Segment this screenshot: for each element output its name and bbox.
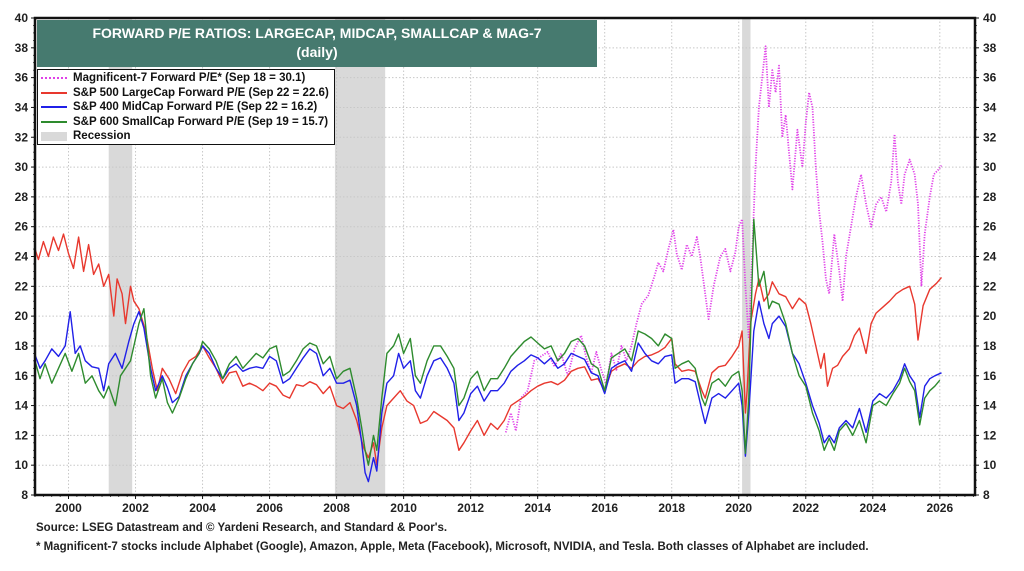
legend-item-recession: Recession: [41, 129, 334, 144]
recession-band: [334, 18, 386, 495]
y-tick-label-right: 20: [983, 309, 997, 323]
x-tick-label: 2008: [323, 501, 350, 515]
y-tick-label-right: 34: [983, 100, 997, 114]
series-line-sp600: [34, 218, 941, 466]
x-tick-label: 2026: [926, 501, 953, 515]
series-line-sp400: [34, 300, 942, 483]
y-tick-label-right: 18: [983, 339, 997, 353]
y-tick-label-right: 36: [983, 71, 997, 85]
y-tick-label-left: 18: [15, 339, 29, 353]
source-note: Source: LSEG Datastream and © Yardeni Re…: [36, 522, 448, 534]
y-tick-label-right: 16: [983, 369, 997, 383]
y-tick-label-left: 22: [15, 279, 29, 293]
y-tick-label-left: 24: [15, 250, 29, 264]
x-tick-label: 2024: [859, 501, 886, 515]
y-tick-label-right: 8: [983, 488, 990, 502]
legend-item-sp400: S&P 400 MidCap Forward P/E (Sep 22 = 16.…: [41, 100, 334, 115]
legend-label-sp400: S&P 400 MidCap Forward P/E (Sep 22 = 16.…: [73, 101, 318, 114]
y-tick-label-left: 20: [15, 309, 29, 323]
y-tick-label-right: 24: [983, 250, 997, 264]
x-tick-label: 2016: [591, 501, 618, 515]
x-tick-label: 2014: [524, 501, 551, 515]
legend-swatch-sp500: [41, 91, 67, 94]
legend-swatch-mag7: [41, 77, 67, 80]
legend-item-sp600: S&P 600 SmallCap Forward P/E (Sep 19 = 1…: [41, 115, 334, 130]
y-tick-label-left: 14: [15, 399, 29, 413]
x-tick-label: 2018: [658, 501, 685, 515]
y-tick-label-right: 10: [983, 458, 997, 472]
y-tick-label-right: 26: [983, 220, 997, 234]
x-tick-label: 2000: [55, 501, 82, 515]
legend-swatch-sp600: [41, 120, 67, 123]
y-tick-label-left: 32: [15, 130, 29, 144]
legend-label-sp500: S&P 500 LargeCap Forward P/E (Sep 22 = 2…: [73, 86, 329, 99]
y-tick-label-right: 12: [983, 428, 997, 442]
y-tick-label-left: 8: [21, 488, 28, 502]
legend-item-sp500: S&P 500 LargeCap Forward P/E (Sep 22 = 2…: [41, 86, 334, 101]
y-tick-label-left: 36: [15, 71, 29, 85]
y-tick-label-left: 34: [15, 100, 29, 114]
y-tick-label-right: 14: [983, 399, 997, 413]
x-tick-label: 2006: [256, 501, 283, 515]
legend-label-mag7: Magnificent-7 Forward P/E* (Sep 18 = 30.…: [73, 72, 306, 85]
x-tick-label: 2002: [122, 501, 149, 515]
chart-subtitle: (daily): [296, 44, 338, 60]
y-tick-label-left: 40: [15, 11, 29, 25]
series-line-sp500: [34, 233, 943, 466]
x-tick-label: 2010: [390, 501, 417, 515]
y-tick-label-right: 40: [983, 11, 997, 25]
mag7-footnote: * Magnificent-7 stocks include Alphabet …: [36, 541, 869, 553]
chart-title-box: FORWARD P/E RATIOS: LARGECAP, MIDCAP, SM…: [37, 20, 597, 67]
y-tick-label-left: 10: [15, 458, 29, 472]
legend-swatch-recession: [41, 131, 67, 141]
y-tick-label-right: 32: [983, 130, 997, 144]
x-tick-label: 2004: [189, 501, 216, 515]
legend-item-mag7: Magnificent-7 Forward P/E* (Sep 18 = 30.…: [41, 71, 334, 86]
legend: Magnificent-7 Forward P/E* (Sep 18 = 30.…: [37, 69, 335, 145]
y-tick-label-left: 28: [15, 190, 29, 204]
x-tick-label: 2012: [457, 501, 484, 515]
series-lines: [34, 45, 943, 483]
y-tick-label-right: 22: [983, 279, 997, 293]
y-tick-label-right: 30: [983, 160, 997, 174]
y-tick-label-right: 28: [983, 190, 997, 204]
y-tick-label-right: 38: [983, 41, 997, 55]
chart-title: FORWARD P/E RATIOS: LARGECAP, MIDCAP, SM…: [92, 25, 542, 41]
x-tick-label: 2022: [792, 501, 819, 515]
y-tick-label-left: 12: [15, 428, 29, 442]
y-tick-label-left: 16: [15, 369, 29, 383]
y-tick-label-left: 26: [15, 220, 29, 234]
legend-label-sp600: S&P 600 SmallCap Forward P/E (Sep 19 = 1…: [73, 115, 329, 128]
legend-label-recession: Recession: [73, 130, 131, 143]
y-tick-label-left: 30: [15, 160, 29, 174]
legend-swatch-sp400: [41, 106, 67, 109]
x-tick-label: 2020: [725, 501, 752, 515]
y-tick-label-left: 38: [15, 41, 29, 55]
series-line-mag7: [504, 45, 943, 433]
